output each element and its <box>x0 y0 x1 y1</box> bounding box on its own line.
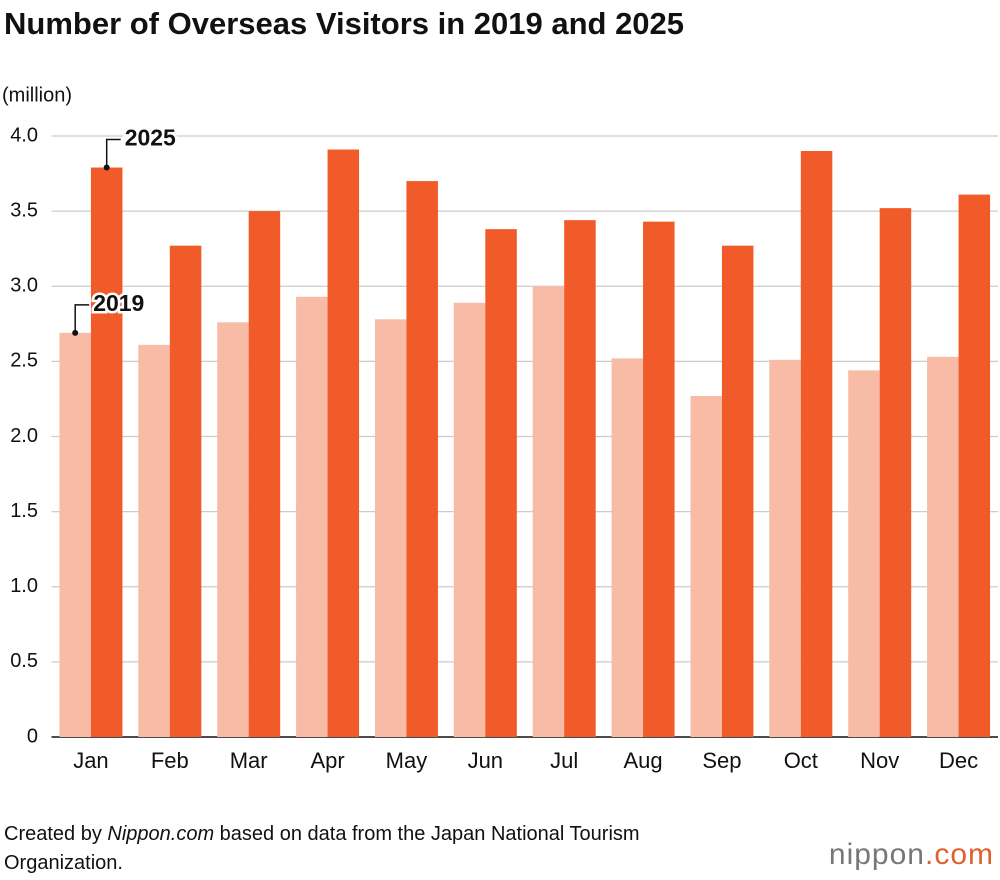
y-tick-label: 1.0 <box>10 575 38 597</box>
bar <box>611 358 644 737</box>
legend-label: 2025 <box>125 125 176 151</box>
label-leader <box>74 304 90 333</box>
y-tick-label: 4.0 <box>10 124 38 146</box>
bar <box>327 149 360 737</box>
source-suffix: based on data from the Japan National To… <box>4 823 640 874</box>
y-axis-label: (million) <box>2 84 72 106</box>
source-prefix: Created by <box>4 823 108 845</box>
bar <box>374 319 407 737</box>
label-leader <box>105 138 121 168</box>
chart: Number of Overseas Visitors in 2019 and … <box>2 6 998 773</box>
source-note: Created by Nippon.com based on data from… <box>4 820 744 878</box>
legend-label: 2019 <box>93 290 144 316</box>
y-tick-label: 1.5 <box>10 500 38 522</box>
bar <box>485 229 517 737</box>
bar <box>453 302 486 737</box>
bar <box>800 151 833 737</box>
x-tick-label: Dec <box>939 748 978 773</box>
source-italic: Nippon.com <box>107 823 215 845</box>
y-tick-label: 3.0 <box>10 275 38 297</box>
bar <box>690 395 722 737</box>
x-tick-label: Apr <box>310 748 344 773</box>
y-tick-label: 3.5 <box>10 199 38 221</box>
y-tick-label: 0 <box>27 725 38 747</box>
bar <box>169 245 202 737</box>
bar <box>721 245 754 737</box>
bar <box>59 332 91 737</box>
x-tick-label: Jul <box>550 748 578 773</box>
x-tick-label: Jun <box>468 748 503 773</box>
y-tick-label: 0.5 <box>10 650 38 672</box>
bar <box>406 181 438 737</box>
bar <box>138 344 170 737</box>
label-dot <box>103 164 110 171</box>
logo: nippon.com <box>829 838 994 872</box>
bar <box>296 296 328 737</box>
bar <box>879 208 912 737</box>
x-tick-label: May <box>386 748 428 773</box>
logo-name: nippon <box>828 838 925 871</box>
bar <box>564 220 596 737</box>
logo-suffix: .com <box>924 838 994 871</box>
x-tick-label: Aug <box>623 748 662 773</box>
bar <box>90 167 123 738</box>
chart-title: Number of Overseas Visitors in 2019 and … <box>4 6 684 41</box>
bar <box>769 359 801 737</box>
bar <box>958 194 991 737</box>
x-tick-label: Mar <box>230 748 268 773</box>
y-tick-label: 2.5 <box>10 350 38 372</box>
bar <box>532 286 565 737</box>
x-tick-label: Sep <box>702 748 741 773</box>
bar <box>848 370 880 737</box>
bar <box>248 211 281 737</box>
bar <box>643 221 675 737</box>
x-tick-label: Nov <box>860 748 899 773</box>
label-dot <box>72 329 79 336</box>
x-tick-label: Oct <box>784 748 818 773</box>
y-tick-label: 2.0 <box>10 425 38 447</box>
bar <box>927 356 959 737</box>
x-tick-label: Jan <box>73 748 108 773</box>
bar <box>217 322 249 737</box>
x-tick-label: Feb <box>151 748 189 773</box>
